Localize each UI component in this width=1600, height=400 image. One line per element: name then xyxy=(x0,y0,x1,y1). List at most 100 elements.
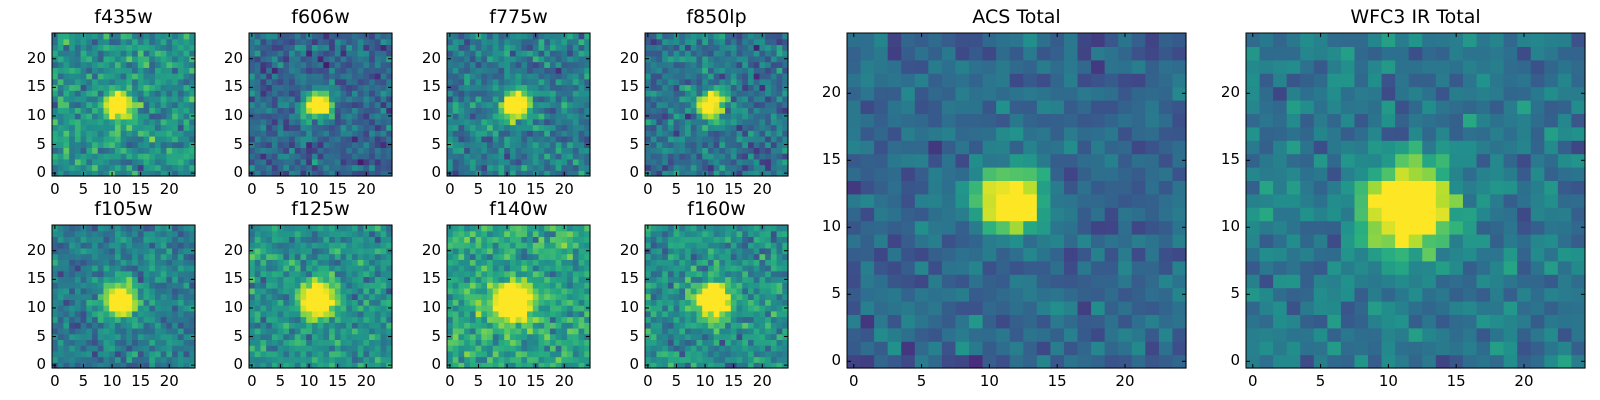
pixel-cell xyxy=(311,316,319,323)
pixel-cell xyxy=(464,78,471,86)
pixel-cell xyxy=(86,236,93,243)
pixel-cell xyxy=(386,73,393,80)
pixel-cell xyxy=(532,230,540,238)
pixel-cell xyxy=(254,101,262,108)
pixel-cell xyxy=(254,141,262,148)
pixel-cell xyxy=(452,44,460,51)
pixel-cell xyxy=(509,259,517,266)
pixel-cell xyxy=(177,242,185,249)
pixel-cell xyxy=(137,350,145,358)
pixel-cell xyxy=(386,135,393,143)
pixel-cell xyxy=(673,316,680,323)
pixel-cell xyxy=(126,230,133,238)
pixel-cell xyxy=(656,333,663,340)
pixel-cell xyxy=(662,38,669,46)
pixel-cell xyxy=(329,322,336,329)
pixel-cell xyxy=(713,50,720,57)
pixel-cell xyxy=(317,90,324,97)
pixel-cell xyxy=(69,153,76,160)
pixel-cell xyxy=(154,141,162,148)
pixel-cell xyxy=(254,33,262,40)
pixel-cell xyxy=(572,130,580,137)
pixel-cell xyxy=(300,113,307,120)
pixel-cell xyxy=(160,350,167,358)
pixel-cell xyxy=(696,95,703,103)
pixel-cell xyxy=(679,339,686,346)
pixel-cell xyxy=(374,130,382,137)
pixel-cell xyxy=(673,287,680,295)
pixel-cell xyxy=(137,135,145,143)
pixel-cell xyxy=(69,333,76,340)
pixel-cell xyxy=(656,327,663,335)
pixel-cell xyxy=(504,345,511,352)
pixel-cell xyxy=(656,322,663,329)
pixel-cell xyxy=(673,101,680,108)
pixel-cell xyxy=(260,247,267,255)
pixel-cell xyxy=(57,327,65,335)
pixel-cell xyxy=(183,124,190,131)
pixel-cell xyxy=(183,282,190,289)
pixel-cell xyxy=(126,124,133,131)
pixel-cell xyxy=(74,95,82,103)
pixel-cell xyxy=(266,113,273,120)
pixel-cell xyxy=(521,147,528,154)
pixel-cell xyxy=(277,242,284,249)
pixel-cell xyxy=(63,225,70,232)
pixel-cell xyxy=(782,282,789,289)
pixel-cell xyxy=(80,265,87,272)
pixel-cell xyxy=(578,153,585,160)
pixel-cell xyxy=(294,270,302,278)
pixel-cell xyxy=(266,78,273,86)
pixel-cell xyxy=(753,73,760,80)
pixel-cell xyxy=(458,339,465,346)
pixel-cell xyxy=(782,153,789,160)
pixel-cell xyxy=(702,333,709,340)
pixel-cell xyxy=(52,73,59,80)
pixel-cell xyxy=(271,44,279,51)
pixel-cell xyxy=(149,101,156,108)
pixel-cell xyxy=(80,322,87,329)
pixel-cell xyxy=(475,158,482,166)
pixel-cell xyxy=(567,345,574,352)
pixel-cell xyxy=(63,124,70,131)
pixel-cell xyxy=(283,124,290,131)
pixel-cell xyxy=(317,247,324,255)
pixel-cell xyxy=(690,90,698,97)
pixel-cell xyxy=(578,158,585,166)
pixel-cell xyxy=(277,84,284,91)
pixel-cell xyxy=(770,276,778,283)
pixel-cell xyxy=(386,345,393,352)
pixel-cell xyxy=(357,78,364,86)
pixel-cell xyxy=(532,118,540,126)
pixel-cell xyxy=(306,316,313,323)
pixel-cell xyxy=(177,67,185,74)
pixel-cell xyxy=(561,327,568,335)
pixel-cell xyxy=(527,67,534,74)
pixel-cell xyxy=(515,141,522,148)
pixel-cell xyxy=(458,84,465,91)
pixel-cell xyxy=(271,230,279,238)
pixel-cell xyxy=(266,253,273,260)
pixel-cell xyxy=(656,113,663,120)
pixel-cell xyxy=(374,164,382,171)
pixel-cell xyxy=(260,73,267,80)
pixel-cell xyxy=(109,259,116,266)
pixel-cell xyxy=(369,345,376,352)
pixel-cell xyxy=(271,345,279,352)
pixel-cell xyxy=(509,339,517,346)
pixel-cell xyxy=(532,265,540,272)
pixel-cell xyxy=(289,95,296,103)
pixel-cell xyxy=(357,50,364,57)
pixel-cell xyxy=(329,305,336,312)
pixel-cell xyxy=(481,270,488,278)
pixel-cell xyxy=(509,225,517,232)
pixel-cell xyxy=(572,242,580,249)
pixel-cell xyxy=(549,247,557,255)
pixel-cell xyxy=(719,90,726,97)
pixel-cell xyxy=(97,170,105,177)
pixel-cell xyxy=(289,55,296,63)
pixel-cell xyxy=(143,84,150,91)
pixel-cell xyxy=(86,265,93,272)
pixel-cell xyxy=(759,55,766,63)
pixel-cell xyxy=(662,55,669,63)
